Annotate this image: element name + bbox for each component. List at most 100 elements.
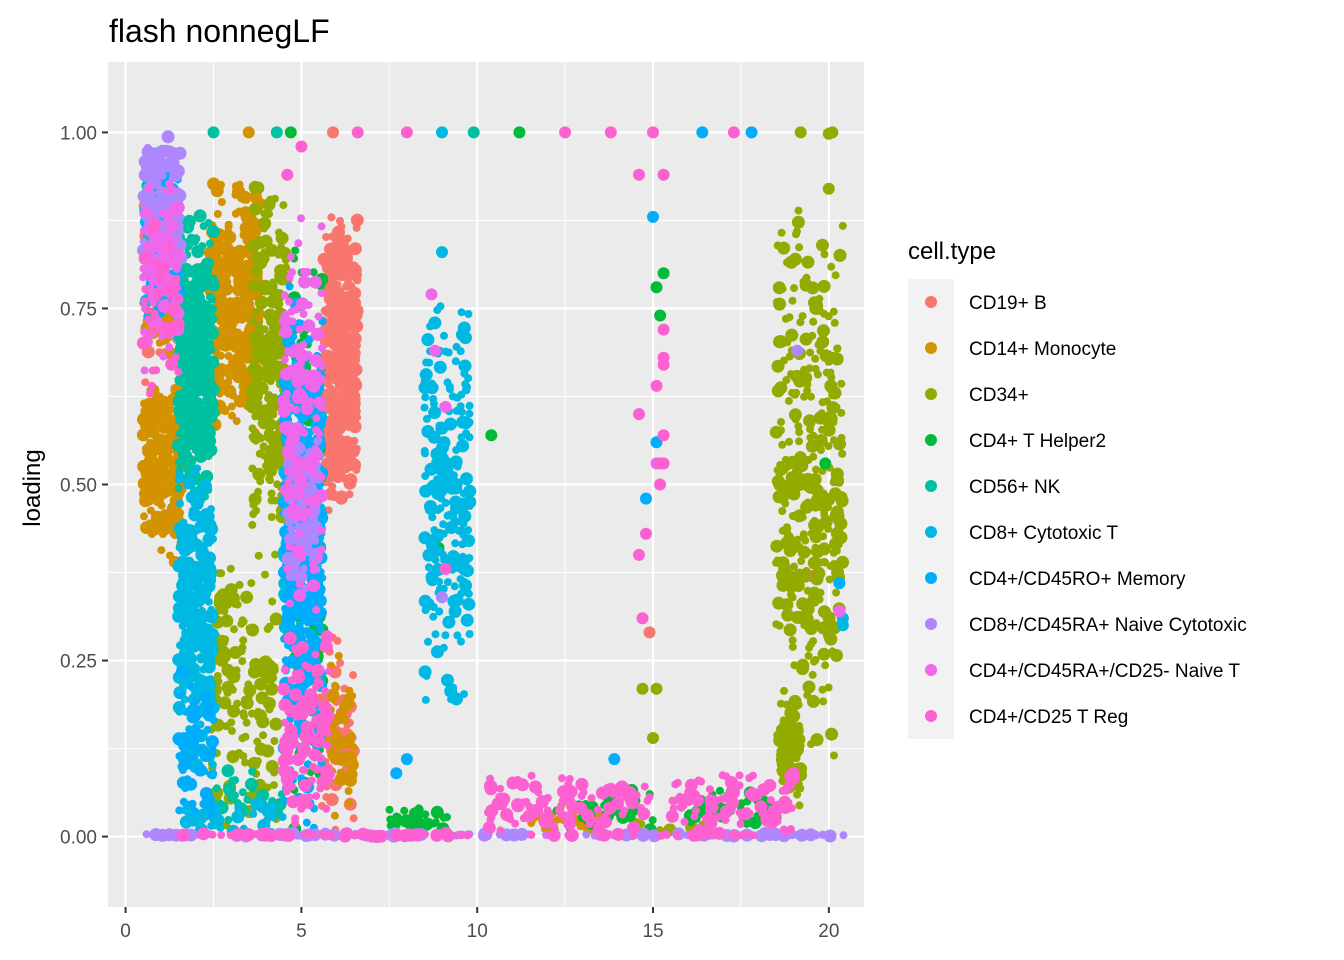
- data-point: [400, 753, 413, 766]
- data-point: [805, 643, 814, 652]
- data-point: [248, 424, 257, 433]
- data-point: [809, 317, 818, 326]
- data-point: [650, 281, 663, 294]
- data-point: [444, 684, 458, 698]
- data-point: [200, 451, 209, 460]
- data-point: [787, 570, 796, 579]
- data-point: [200, 701, 214, 715]
- data-point: [291, 246, 300, 255]
- data-point: [305, 508, 314, 516]
- data-point: [285, 573, 294, 582]
- data-point: [175, 416, 184, 425]
- data-point: [172, 601, 186, 615]
- data-point: [284, 126, 297, 139]
- data-point: [299, 514, 308, 522]
- data-point: [260, 224, 269, 233]
- data-point: [457, 308, 466, 317]
- data-point: [831, 355, 840, 364]
- data-point: [312, 414, 321, 422]
- data-point: [385, 805, 394, 814]
- data-point: [261, 570, 269, 579]
- data-point: [157, 546, 166, 555]
- data-point: [399, 814, 413, 828]
- data-point: [344, 787, 353, 795]
- data-point: [781, 720, 795, 733]
- data-point: [323, 741, 332, 750]
- data-point: [309, 470, 318, 479]
- data-point: [165, 343, 174, 352]
- data-point: [214, 363, 228, 376]
- data-point: [252, 467, 266, 481]
- data-point: [305, 463, 314, 471]
- data-point: [176, 499, 184, 508]
- data-point: [317, 222, 326, 231]
- data-point: [433, 475, 442, 484]
- data-point: [260, 325, 269, 334]
- data-point: [175, 458, 184, 467]
- data-point: [240, 276, 249, 285]
- data-point: [582, 830, 591, 839]
- data-point: [207, 605, 216, 614]
- data-point: [791, 344, 804, 357]
- data-point: [224, 816, 233, 824]
- data-point: [329, 295, 338, 304]
- data-point: [233, 699, 242, 708]
- data-point: [220, 593, 234, 607]
- data-point: [191, 234, 200, 243]
- data-point: [321, 686, 329, 695]
- data-point: [837, 379, 846, 388]
- data-point: [195, 265, 208, 279]
- data-point: [308, 594, 317, 603]
- data-point: [824, 442, 833, 451]
- data-point: [210, 184, 224, 198]
- data-point: [206, 811, 215, 820]
- data-point: [203, 562, 217, 576]
- data-point: [815, 301, 824, 309]
- data-point: [288, 350, 297, 358]
- data-point: [318, 344, 326, 353]
- data-point: [648, 816, 657, 825]
- data-point: [796, 784, 805, 793]
- data-point: [649, 829, 658, 838]
- data-point: [248, 432, 257, 441]
- data-point: [446, 385, 454, 394]
- data-point: [302, 541, 311, 550]
- data-point: [336, 444, 350, 457]
- data-point: [696, 126, 709, 139]
- data-point: [256, 384, 265, 393]
- data-point: [772, 620, 781, 629]
- data-point: [280, 718, 289, 727]
- data-point: [809, 637, 818, 646]
- data-point: [278, 698, 292, 712]
- data-point: [238, 643, 247, 652]
- data-point: [177, 751, 191, 765]
- data-point: [335, 348, 349, 362]
- data-point: [268, 597, 277, 606]
- data-point: [822, 616, 836, 630]
- data-point: [352, 394, 361, 403]
- data-point: [323, 337, 332, 346]
- data-point: [331, 234, 345, 248]
- data-point: [810, 516, 819, 525]
- data-point: [249, 809, 258, 818]
- data-point: [291, 465, 300, 474]
- data-point: [160, 458, 169, 467]
- data-point: [297, 214, 305, 223]
- data-point: [265, 760, 279, 773]
- data-point: [776, 766, 785, 775]
- data-point: [157, 144, 166, 153]
- data-point: [839, 831, 848, 840]
- data-point: [464, 374, 473, 383]
- data-point: [160, 231, 174, 245]
- data-point: [231, 810, 245, 824]
- data-point: [791, 467, 800, 476]
- data-point: [627, 821, 640, 835]
- data-point: [290, 458, 299, 467]
- data-point: [451, 357, 460, 366]
- data-point: [201, 614, 210, 623]
- data-point: [457, 408, 466, 416]
- data-point: [316, 625, 325, 634]
- data-point: [339, 329, 348, 338]
- data-point: [352, 459, 361, 468]
- data-point: [228, 411, 236, 420]
